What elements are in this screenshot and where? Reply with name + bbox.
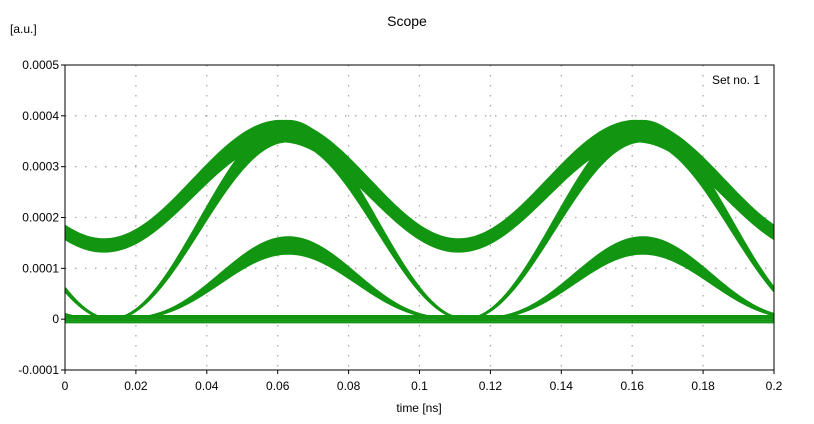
x-tick-label: 0.04 — [195, 379, 219, 393]
x-tick-label: 0 — [62, 379, 69, 393]
trace-transition — [65, 122, 774, 321]
y-tick-labels: -0.0001 0 0.0001 0.0002 0.0003 0.0004 0.0005 — [18, 58, 65, 377]
legend-entry-set-1: Set no. 1 — [712, 73, 760, 87]
y-axis-label: [a.u.] — [10, 22, 37, 36]
x-axis-label: time [ns] — [396, 401, 441, 415]
x-tick-label: 0.14 — [550, 379, 574, 393]
x-tick-label: 0.16 — [621, 379, 645, 393]
x-tick-label: 0.1 — [411, 379, 428, 393]
x-tick-labels: 0 0.02 0.04 0.06 0.08 0.1 0.12 0.14 0.16 0.18 0.2 — [62, 370, 783, 393]
y-tick-label: 0.0004 — [22, 109, 59, 123]
trace-transition — [65, 121, 774, 321]
trace-transition — [65, 119, 774, 321]
eye-diagram-traces — [65, 119, 774, 324]
chart-title: Scope — [387, 13, 427, 29]
y-tick-label: 0.0003 — [22, 160, 59, 174]
x-tick-label: 0.02 — [124, 379, 148, 393]
trace-transition — [65, 124, 774, 321]
x-tick-label: 0.2 — [766, 379, 783, 393]
y-tick-label: 0.0005 — [22, 58, 59, 72]
x-tick-label: 0.08 — [337, 379, 361, 393]
y-tick-label: 0.0002 — [22, 211, 59, 225]
x-tick-label: 0.18 — [691, 379, 715, 393]
y-tick-label: 0 — [52, 312, 59, 326]
y-tick-label: 0.0001 — [22, 261, 59, 275]
trace-falling — [65, 236, 774, 321]
y-tick-label: -0.0001 — [18, 363, 59, 377]
x-tick-label: 0.12 — [479, 379, 503, 393]
x-tick-label: 0.06 — [266, 379, 290, 393]
